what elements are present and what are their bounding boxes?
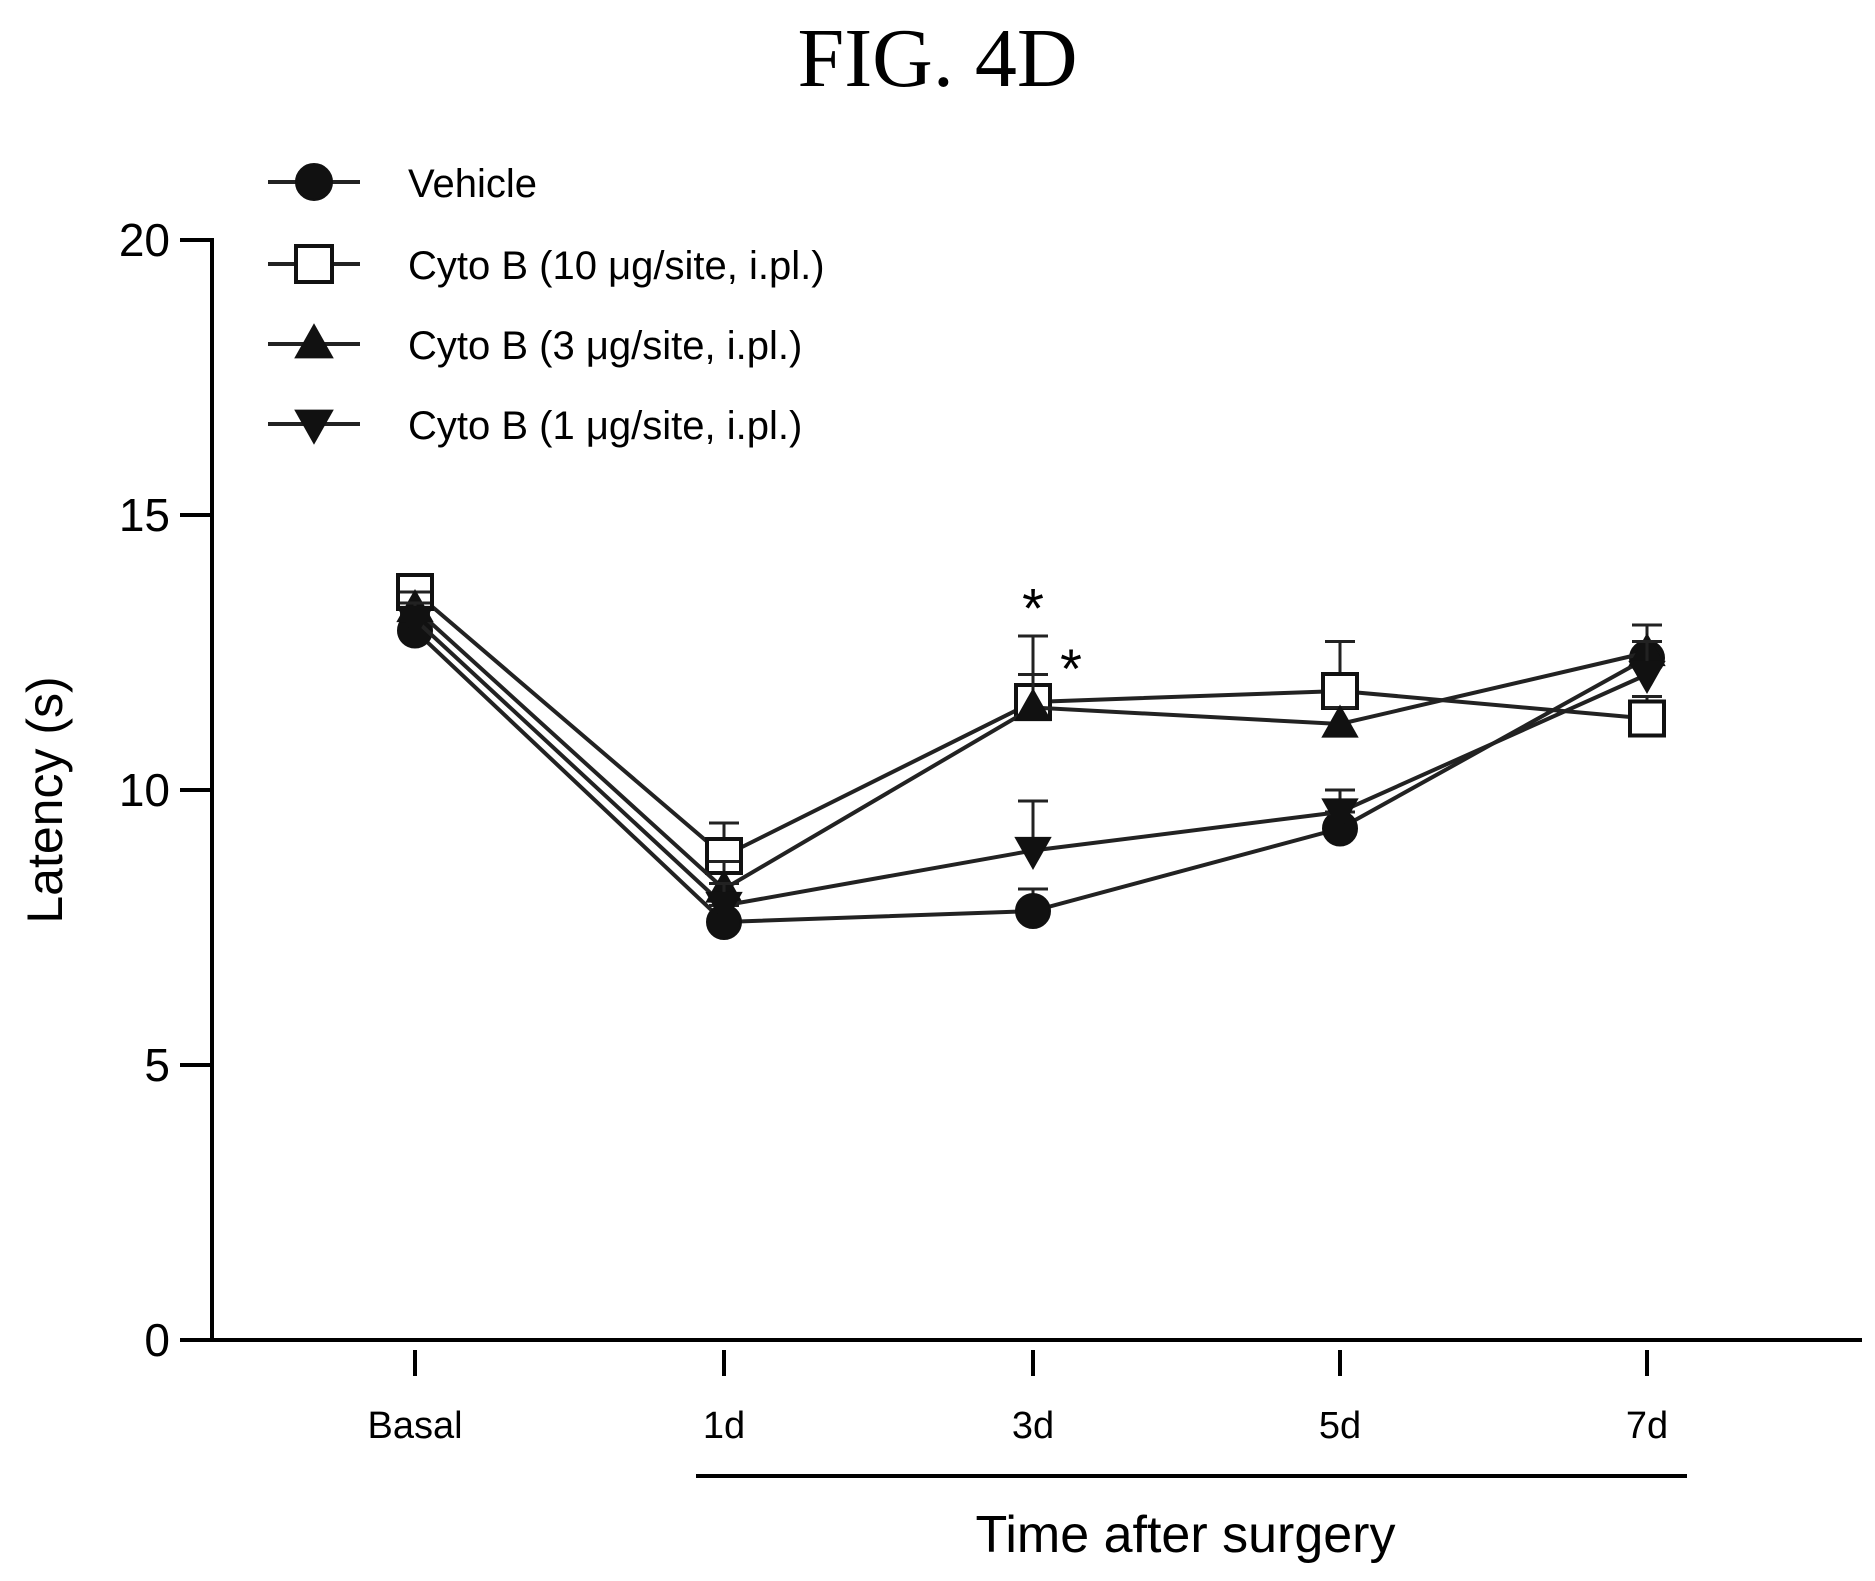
x-tick-label: 3d: [1012, 1405, 1054, 1447]
data-point: [1015, 893, 1051, 929]
legend-item: Cyto B (3 μg/site, i.pl.): [268, 323, 802, 368]
x-axis-label: Time after surgery: [976, 1506, 1396, 1564]
significance-marker: *: [1022, 577, 1044, 640]
legend-item: Vehicle: [268, 162, 537, 206]
legend-marker: [294, 323, 334, 359]
y-tick-label: 10: [119, 764, 170, 816]
legend-marker: [294, 244, 334, 284]
legend: Vehicle Cyto B (10 μg/site, i.pl.) Cyto B …: [268, 162, 825, 448]
legend-marker: [294, 409, 334, 445]
legend-label: Cyto B (1 μg/site, i.pl.): [408, 404, 802, 448]
legend-marker: [295, 163, 333, 201]
data-point: [1014, 836, 1052, 871]
legend-label: Vehicle: [408, 162, 537, 206]
x-tick-label: 1d: [703, 1405, 745, 1447]
x-tick-label: 5d: [1319, 1405, 1361, 1447]
figure-title: FIG. 4D: [797, 12, 1078, 105]
y-tick-label: 15: [119, 489, 170, 541]
data-point: [1321, 704, 1359, 738]
y-tick-label: 20: [119, 214, 170, 266]
legend-item: Cyto B (10 μg/site, i.pl.): [268, 244, 825, 288]
y-tick-label: 0: [144, 1314, 170, 1366]
legend-label: Cyto B (3 μg/site, i.pl.): [408, 324, 802, 368]
x-tick-label: Basal: [367, 1405, 462, 1447]
data-point: [1321, 798, 1359, 832]
x-tick-label: 7d: [1626, 1405, 1668, 1447]
data-point: [1014, 687, 1052, 722]
legend-item: Cyto B (1 μg/site, i.pl.): [268, 404, 802, 448]
legend-label: Cyto B (10 μg/site, i.pl.): [408, 244, 825, 288]
data-point: [1321, 672, 1359, 710]
y-tick-label: 5: [144, 1039, 170, 1091]
data-point: [705, 891, 743, 926]
series-cyto-b-1-g-site-i-pl: [396, 601, 1666, 926]
series-vehicle: [397, 612, 1665, 940]
series-layer: **: [396, 573, 1666, 940]
significance-marker: *: [1060, 637, 1082, 700]
axes: 0 5 10 15 20 Basal 1d 3d 5d 7d Time after surgery L…: [17, 214, 1862, 1564]
y-axis-label: Latency (s): [17, 676, 73, 923]
data-point: [1628, 699, 1666, 738]
data-point: [396, 605, 434, 640]
data-point: [1628, 660, 1666, 695]
